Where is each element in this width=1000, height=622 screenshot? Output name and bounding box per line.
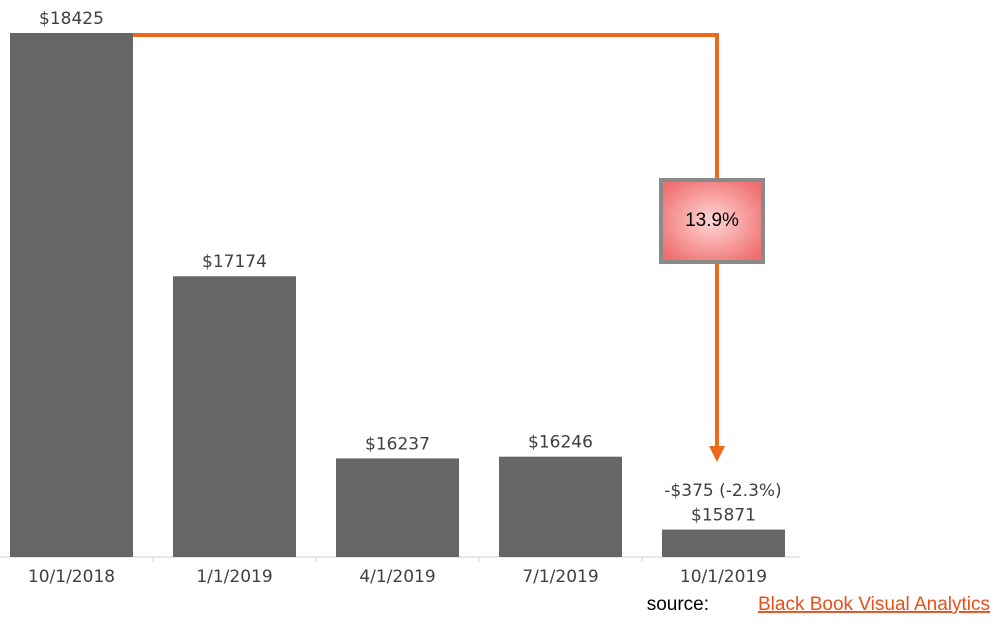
bar (336, 458, 459, 557)
x-tick-label: 7/1/2019 (522, 567, 598, 587)
bar (10, 33, 133, 557)
source-prefix: source: (647, 594, 709, 615)
drop-box (659, 178, 765, 264)
source-link[interactable]: Black Book Visual Analytics (758, 594, 990, 615)
drop-label: 13.9% (685, 210, 739, 231)
bar (173, 276, 296, 557)
value-label: $15871 (691, 506, 756, 526)
bar (499, 456, 622, 557)
change-label: -$375 (-2.3%) (664, 481, 781, 501)
x-tick-label: 1/1/2019 (196, 567, 272, 587)
value-label: $18425 (39, 9, 104, 29)
x-tick-label: 10/1/2019 (680, 567, 767, 587)
value-label: $17174 (202, 252, 267, 272)
value-label: $16246 (528, 433, 593, 453)
drop-arrow-line (133, 33, 719, 180)
arrow-head (709, 446, 725, 462)
x-tick-label: 4/1/2019 (359, 567, 435, 587)
x-tick-label: 10/1/2018 (28, 567, 115, 587)
value-label: $16237 (365, 434, 430, 454)
bar (662, 529, 785, 557)
